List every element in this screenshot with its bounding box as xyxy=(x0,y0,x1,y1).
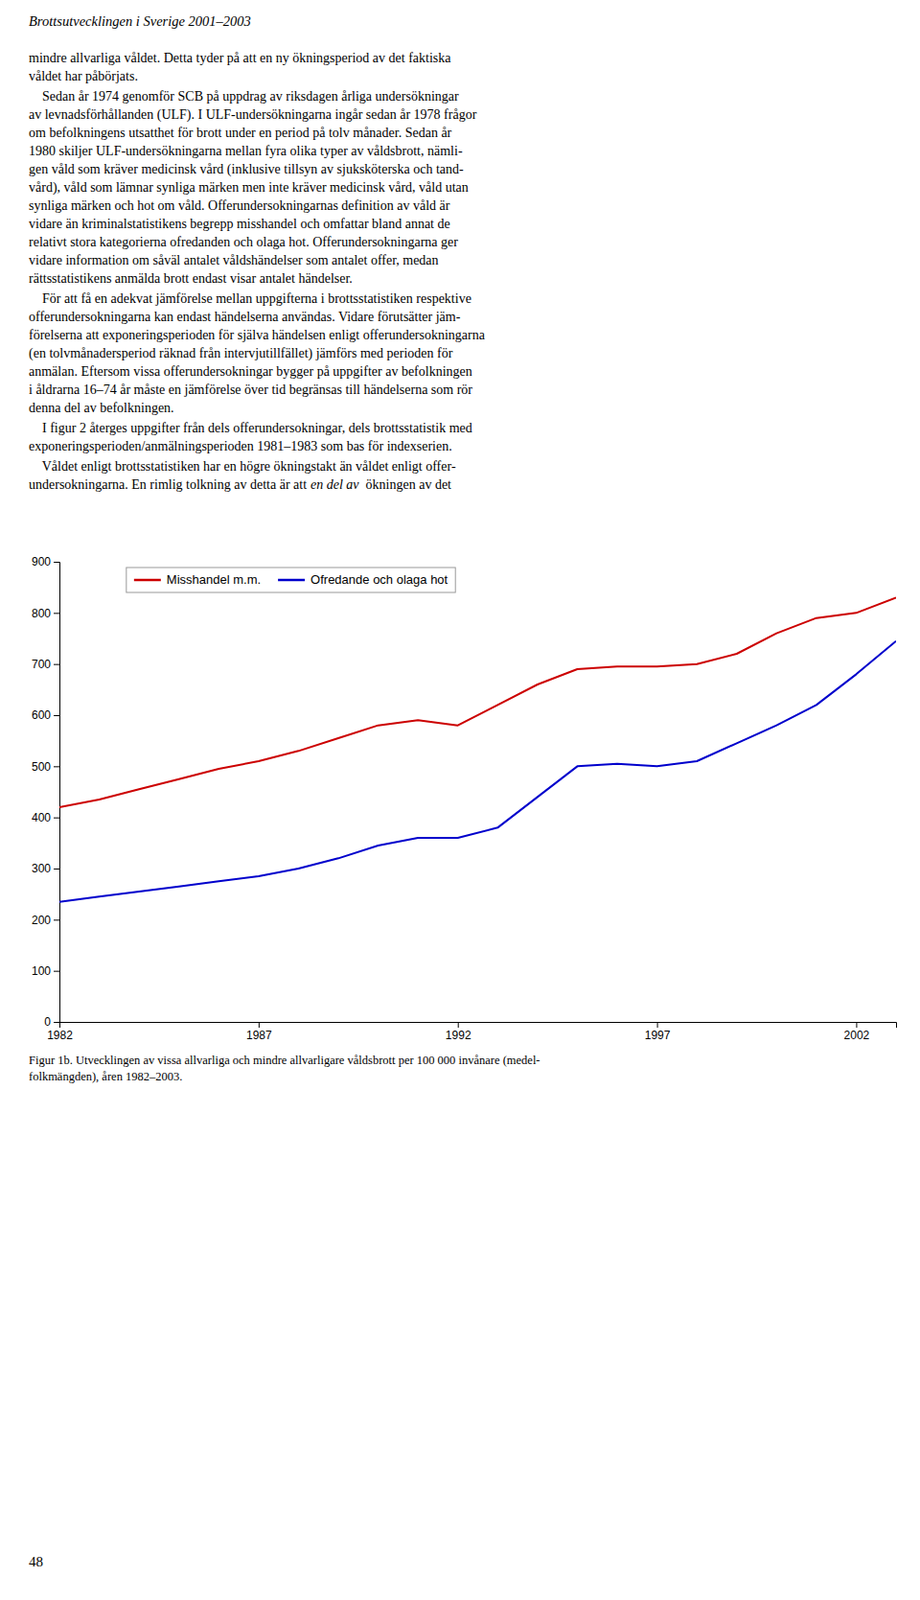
y-tick-mark xyxy=(53,664,60,666)
legend: Misshandel m.m. Ofredande och olaga hot xyxy=(126,567,456,593)
y-tick: 800 xyxy=(31,606,60,621)
y-tick-label: 900 xyxy=(31,554,51,569)
body-text: offerundersokningarna kan endast händels… xyxy=(28,309,461,324)
y-tick-label: 100 xyxy=(31,964,51,978)
x-tick: 1982 xyxy=(46,1021,73,1042)
x-tick-mark xyxy=(657,1021,659,1028)
legend-item: Misshandel m.m. xyxy=(134,572,261,587)
body-text: synliga märken och hot om våld. Offerund… xyxy=(28,198,451,213)
x-tick-label: 1987 xyxy=(246,1028,273,1042)
y-tick: 200 xyxy=(31,913,60,927)
figure-caption: Figur 1b. Utvecklingen av vissa allvarli… xyxy=(28,1053,541,1067)
body-text: (en tolvmånadersperiod räknad från inter… xyxy=(28,345,454,362)
x-tick-mark xyxy=(258,1021,260,1028)
body-text: förelserna att exponeringsperioden för s… xyxy=(28,327,486,343)
x-axis: 1982 1987 1992 1997 2002 xyxy=(46,1021,897,1042)
body-text: denna del av befolkningen. xyxy=(28,400,175,415)
body-text: exponeringsperioden/anmälningsperioden 1… xyxy=(28,438,453,454)
y-tick: 600 xyxy=(31,708,60,722)
x-tick-label: 1992 xyxy=(445,1028,472,1042)
figure-caption: folkmängden), åren 1982–2003. xyxy=(28,1069,183,1083)
body-text: vidare än kriminalstatistikens begrepp m… xyxy=(28,216,451,231)
y-tick-label: 300 xyxy=(31,861,51,875)
y-tick: 900 xyxy=(31,554,60,569)
body-text: om befolkningens utsatthet för brott und… xyxy=(28,125,453,140)
page-title: Brottsutvecklingen i Sverige 2001–2003 xyxy=(28,13,252,29)
y-tick: 0 xyxy=(44,1014,60,1029)
y-tick-mark xyxy=(53,1021,60,1023)
x-tick: 1997 xyxy=(644,1021,671,1042)
body-text: anmälan. Eftersom vissa offerundersoknin… xyxy=(28,364,473,379)
y-tick: 500 xyxy=(31,759,60,774)
page: Brottsutvecklingen i Sverige 2001–2003 mi… xyxy=(0,0,920,1600)
x-tick-label: 2002 xyxy=(844,1028,871,1042)
y-tick-label: 200 xyxy=(31,913,51,927)
y-tick-mark xyxy=(53,561,60,563)
y-axis-line xyxy=(53,562,61,1023)
body-text: gen våld som kräver medicinsk vård (inkl… xyxy=(28,161,464,178)
x-tick-label: 1997 xyxy=(644,1028,671,1042)
body-text: av levnadsförhållanden (ULF). I ULF-unde… xyxy=(28,107,478,123)
legend-box xyxy=(126,567,456,593)
x-tick: 2002 xyxy=(844,1021,871,1042)
series-line xyxy=(59,597,897,807)
legend-swatch xyxy=(277,578,305,582)
body-text-run: ökningen av det xyxy=(359,477,453,492)
y-axis: 0 100 200 300 400 500 600 700 800 900 xyxy=(31,554,61,1029)
y-tick-mark xyxy=(53,765,60,767)
body-text: Sedan år 1974 genomför SCB på uppdrag av… xyxy=(28,89,460,104)
body-text: I figur 2 återges uppgifter från dels of… xyxy=(28,420,473,436)
y-tick-mark xyxy=(53,612,60,614)
y-tick-label: 800 xyxy=(31,606,51,621)
y-tick-label: 400 xyxy=(31,810,51,825)
series-line xyxy=(59,641,897,902)
body-text: rättsstatistikens anmälda brott endast v… xyxy=(28,271,353,286)
chart: 1982 1987 1992 1997 2002 0 100 200 300 400 500 600 7… xyxy=(31,554,897,1041)
body-text: i åldrarna 16–74 år måste en jämförelse … xyxy=(28,382,473,397)
legend-swatch xyxy=(134,578,161,582)
x-tick: 1992 xyxy=(445,1021,472,1042)
y-tick-mark xyxy=(53,817,60,819)
body-text: vård), våld som lämnar synliga märken me… xyxy=(28,180,469,196)
y-tick: 700 xyxy=(31,657,60,671)
body-text: 1980 skiljer ULF-undersökningarna mellan… xyxy=(28,143,463,159)
body-text: våldet har påbörjats. xyxy=(28,69,138,84)
x-tick-label: 1982 xyxy=(46,1028,73,1042)
body-text-run: en del av xyxy=(310,477,360,492)
x-tick-mark xyxy=(855,1021,857,1028)
body-text: vidare information om såväl antalet våld… xyxy=(28,253,439,268)
y-tick-label: 500 xyxy=(31,759,51,774)
legend-label: Misshandel m.m. xyxy=(166,572,261,587)
page-number: 48 xyxy=(28,1553,44,1569)
body-text: undersokningarna. En rimlig tolkning av … xyxy=(28,477,452,492)
body-text: mindre allvarliga våldet. Detta tyder på… xyxy=(28,50,452,66)
legend-item: Ofredande och olaga hot xyxy=(277,572,448,587)
y-tick-mark xyxy=(53,714,60,716)
y-tick: 300 xyxy=(31,861,60,875)
y-tick-mark xyxy=(53,868,60,870)
body-text-run: undersokningarna. En rimlig tolkning av … xyxy=(28,477,307,492)
y-tick: 100 xyxy=(31,964,60,978)
y-tick-label: 700 xyxy=(31,657,51,671)
y-tick-mark xyxy=(53,970,60,972)
x-tick: 1987 xyxy=(246,1021,273,1042)
body-text: Våldet enligt brottsstatistiken har en h… xyxy=(28,459,457,474)
y-tick-mark xyxy=(53,919,60,920)
y-tick-label: 600 xyxy=(31,708,51,722)
legend-label: Ofredande och olaga hot xyxy=(310,572,448,587)
x-tick-mark xyxy=(458,1021,460,1028)
body-text: relativt stora kategorierna ofredanden o… xyxy=(28,234,459,250)
y-tick: 400 xyxy=(31,810,60,825)
y-tick-label: 0 xyxy=(44,1014,51,1029)
body-text: För att få en adekvat jämförelse mellan … xyxy=(28,291,472,306)
plot-area xyxy=(59,597,897,901)
x-axis-line xyxy=(60,1022,897,1029)
